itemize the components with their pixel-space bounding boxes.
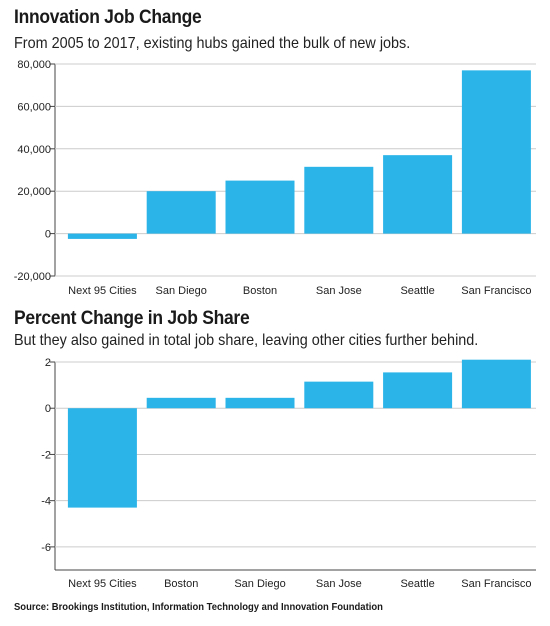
- chart1-subtitle: From 2005 to 2017, existing hubs gained …: [14, 35, 411, 52]
- bar: [383, 372, 453, 409]
- x-category-label: Seattle: [400, 578, 434, 590]
- y-tick-label: -6: [41, 542, 51, 554]
- y-tick-label: 0: [45, 229, 51, 241]
- bar: [225, 180, 295, 234]
- chart1-plot: -20,000 0 20,000 40,000 60,000 80,000 Next 95 …: [14, 59, 536, 297]
- y-tick-label: 20,000: [17, 186, 51, 198]
- y-tick-label: 40,000: [17, 144, 51, 156]
- x-category-label: Next 95 Cities: [68, 285, 137, 297]
- y-tick-label: -2: [41, 449, 51, 461]
- bar: [304, 166, 374, 234]
- bar: [461, 359, 531, 409]
- y-tick-label: -20,000: [14, 271, 51, 283]
- bar: [225, 397, 295, 409]
- bar: [146, 397, 216, 409]
- y-tick-label: -4: [41, 496, 51, 508]
- chart1-title: Innovation Job Change: [14, 7, 202, 28]
- chart2-subtitle: But they also gained in total job share,…: [14, 332, 479, 349]
- bar: [67, 233, 137, 239]
- bar: [67, 408, 137, 508]
- bar: [383, 155, 453, 234]
- y-tick-label: 60,000: [17, 101, 51, 113]
- bar: [461, 70, 531, 234]
- x-category-label: Boston: [243, 285, 277, 297]
- y-tick-label: 0: [45, 403, 51, 415]
- x-category-label: San Francisco: [461, 285, 531, 297]
- x-category-label: Next 95 Cities: [68, 578, 137, 590]
- bar: [304, 381, 374, 409]
- y-tick-label: 80,000: [17, 59, 51, 71]
- chart2-title: Percent Change in Job Share: [14, 308, 250, 329]
- x-category-label: San Jose: [316, 285, 362, 297]
- x-category-label: San Francisco: [461, 578, 531, 590]
- y-tick-label: 2: [45, 357, 51, 369]
- x-category-label: Seattle: [400, 285, 434, 297]
- x-category-label: San Diego: [234, 578, 285, 590]
- bar: [146, 191, 216, 234]
- source-note: Source: Brookings Institution, Informati…: [14, 601, 383, 613]
- x-category-label: San Diego: [156, 285, 207, 297]
- x-category-label: San Jose: [316, 578, 362, 590]
- x-category-label: Boston: [164, 578, 198, 590]
